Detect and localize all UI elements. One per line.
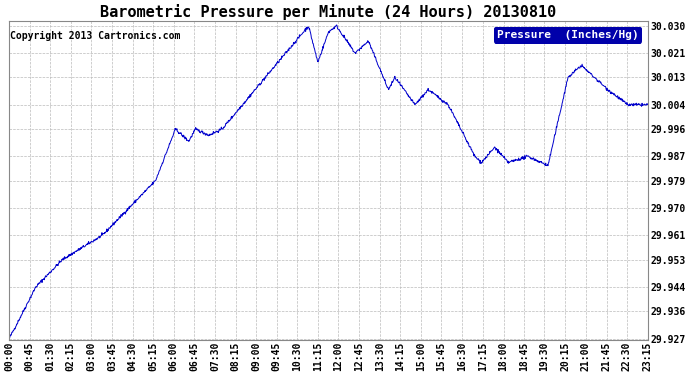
Text: Copyright 2013 Cartronics.com: Copyright 2013 Cartronics.com xyxy=(10,31,181,41)
Title: Barometric Pressure per Minute (24 Hours) 20130810: Barometric Pressure per Minute (24 Hours… xyxy=(100,4,557,20)
Legend: Pressure  (Inches/Hg): Pressure (Inches/Hg) xyxy=(494,27,642,44)
